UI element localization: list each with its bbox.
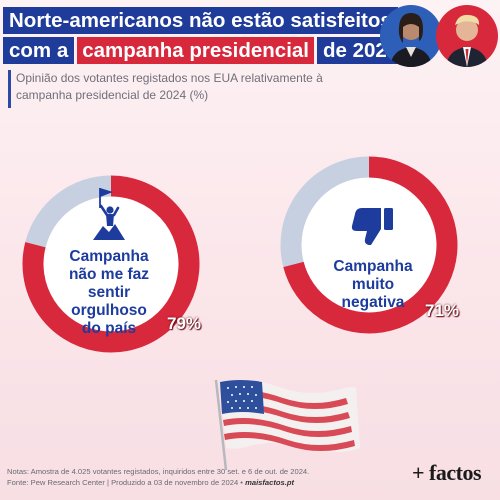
donut-2-remainder-slice	[280, 156, 370, 268]
footnotes: Notas: Amostra de 4.025 votantes regista…	[7, 466, 387, 488]
candidate-portrait-left	[380, 5, 442, 67]
source-text: Fonte: Pew Research Center | Produzido a…	[7, 478, 243, 487]
title-prefix: com a	[3, 37, 75, 64]
page-title-line-1: Norte-americanos não estão satisfeitos	[3, 7, 398, 34]
title-highlight-red: campanha presidencial	[77, 37, 314, 64]
title-highlight-blue: Norte-americanos não estão satisfeitos	[3, 7, 398, 34]
donut-1-center	[43, 196, 179, 332]
person-with-flag-on-mountain-icon	[93, 188, 125, 240]
donut-1-value-slice	[22, 175, 200, 353]
donut-1-remainder-slice	[25, 175, 112, 248]
notes-line: Notas: Amostra de 4.025 votantes regista…	[7, 467, 310, 476]
candidate-portrait-right	[436, 5, 498, 67]
donut-chart-1	[22, 175, 200, 353]
page-title-line-2: com a campanha presidencial de 2024	[3, 37, 405, 64]
us-flag-illustration	[214, 379, 360, 471]
donut-2-label: Campanha muito negativa	[333, 258, 413, 311]
source-site: maisfactos.pt	[245, 478, 295, 487]
donut-1-value-label: 79%	[167, 314, 202, 333]
chart-subtitle: Opinião dos votantes registados nos EUA …	[16, 71, 323, 102]
donut-2-value-slice	[283, 156, 458, 334]
subtitle-accent-bar	[8, 70, 11, 108]
brand-logo: + factos	[412, 460, 482, 485]
donut-2-value-label: 71%	[425, 301, 460, 320]
source-line: Fonte: Pew Research Center | Produzido a…	[7, 477, 387, 488]
thumbs-down-icon	[351, 208, 393, 245]
donut-1-label: Campanha não me faz sentir orgulhoso do …	[68, 248, 150, 337]
